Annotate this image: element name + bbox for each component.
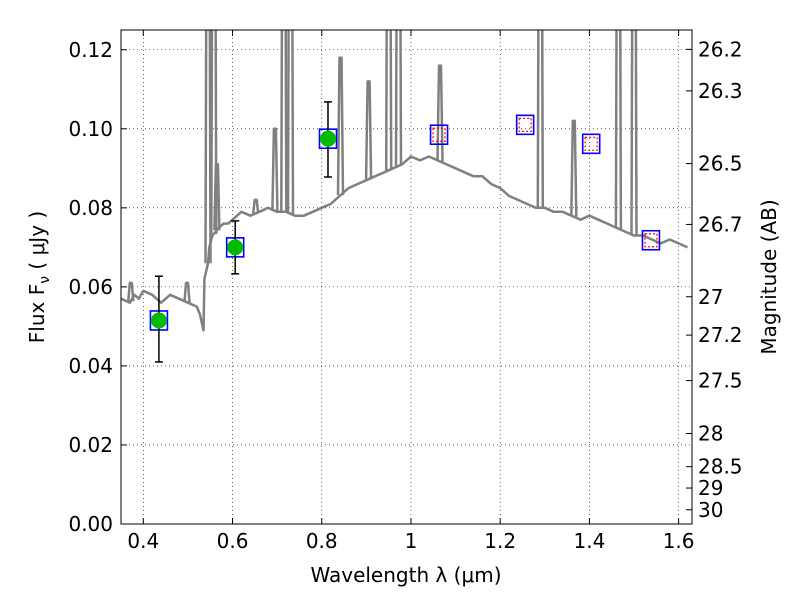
model-photometry-square bbox=[581, 133, 601, 155]
emission-line bbox=[336, 56, 345, 196]
y-tick-label: 0.12 bbox=[68, 38, 113, 62]
x-tick-label: 0.4 bbox=[127, 529, 159, 553]
y2-axis-label-group: Magnitude (AB) bbox=[757, 199, 781, 354]
x-tick-label: 1 bbox=[405, 529, 418, 553]
plot-area bbox=[121, 30, 689, 363]
x-tick-label: 1.6 bbox=[663, 529, 695, 553]
x-tick-label: 0.6 bbox=[217, 529, 249, 553]
x-tick-label: 1.2 bbox=[484, 529, 516, 553]
y-axis-label-unit: ( μJy ) bbox=[25, 211, 49, 276]
x-axis-label: Wavelength λ (μm) bbox=[310, 563, 501, 587]
y-tick-label: 0.02 bbox=[68, 433, 113, 457]
data-points-group bbox=[149, 101, 661, 363]
y-tick-label: 0.00 bbox=[68, 512, 113, 536]
model-photometry-square bbox=[515, 114, 535, 136]
y-tick-label: 0.04 bbox=[68, 354, 113, 378]
y2-tick-label: 30 bbox=[698, 498, 723, 522]
y2-axis-label: Magnitude (AB) bbox=[757, 199, 781, 354]
predicted-photometry-square bbox=[644, 233, 658, 248]
x-tick-label: 1.4 bbox=[573, 529, 605, 553]
emission-line bbox=[213, 163, 221, 231]
y2-tick-label: 29 bbox=[698, 476, 723, 500]
y-axis-label: Flux F bbox=[25, 284, 49, 343]
model-photometry-square bbox=[641, 229, 661, 251]
model-photometry-square bbox=[429, 124, 449, 146]
y2-tick-label: 26.7 bbox=[698, 212, 743, 236]
y2-tick-label: 28.5 bbox=[698, 455, 743, 479]
emission-line bbox=[127, 281, 135, 302]
predicted-photometry-square bbox=[432, 127, 446, 142]
predicted-photometry-square bbox=[518, 117, 532, 132]
emission-line bbox=[436, 64, 444, 162]
y2-tick-label: 26.2 bbox=[698, 37, 743, 61]
observed-point bbox=[227, 239, 244, 256]
emission-line bbox=[183, 281, 191, 303]
x-axis: 0.4 0.6 0.8 1 1.2 1.4 1.6 bbox=[127, 30, 695, 553]
y-axis-left: 0.00 0.02 0.04 0.06 0.08 0.10 0.12 bbox=[68, 38, 127, 536]
emission-line bbox=[364, 80, 373, 180]
observed-point bbox=[150, 312, 167, 329]
emission-line bbox=[251, 198, 260, 214]
y-tick-label: 0.08 bbox=[68, 196, 113, 220]
y2-tick-label: 26.5 bbox=[698, 152, 743, 176]
y-axis-label-subscript: ν bbox=[37, 276, 53, 284]
predicted-photometry-square bbox=[584, 136, 598, 151]
y-axis-label-group: Flux Fν ( μJy ) bbox=[25, 211, 53, 343]
model-spectrum-group bbox=[121, 30, 689, 332]
x-tick-label: 0.8 bbox=[306, 529, 338, 553]
y2-tick-label: 27.2 bbox=[698, 323, 743, 347]
emission-line bbox=[570, 119, 578, 217]
y2-tick-label: 26.3 bbox=[698, 79, 743, 103]
model-spectrum-line bbox=[121, 155, 689, 332]
y2-tick-label: 27 bbox=[698, 285, 723, 309]
observed-point bbox=[319, 130, 336, 147]
y-tick-label: 0.06 bbox=[68, 275, 113, 299]
y2-tick-label: 28 bbox=[698, 421, 723, 445]
axes-frame bbox=[120, 29, 693, 525]
emission-line bbox=[271, 127, 279, 211]
svg-text:Flux Fν ( μJy ): Flux Fν ( μJy ) bbox=[25, 211, 53, 343]
y2-tick-label: 27.5 bbox=[698, 369, 743, 393]
y-tick-label: 0.10 bbox=[68, 117, 113, 141]
